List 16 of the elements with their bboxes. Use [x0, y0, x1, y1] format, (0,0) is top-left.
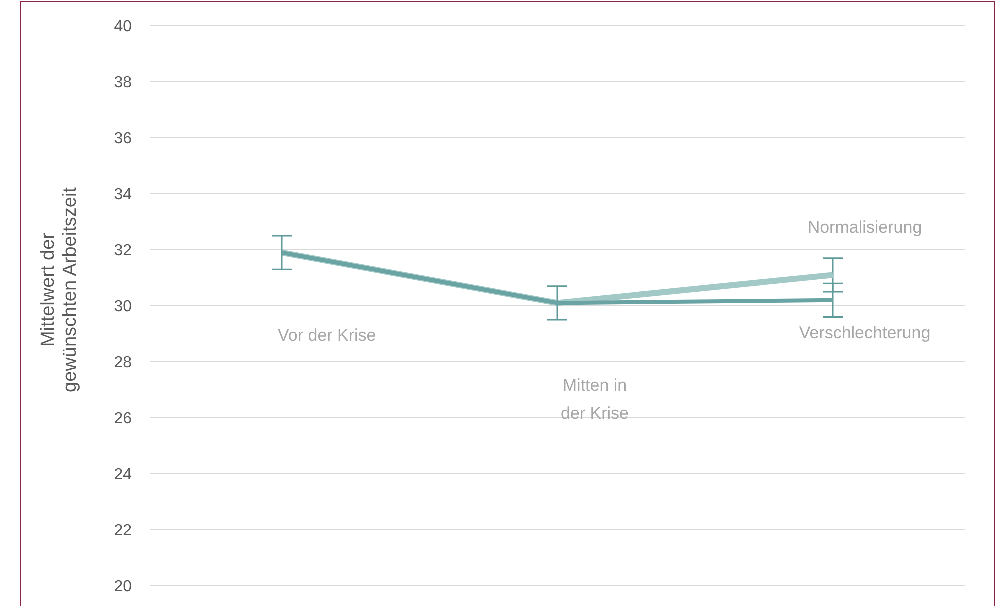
- y-tick-label: 34: [114, 186, 132, 204]
- annotation: Vor der Krise: [278, 325, 378, 347]
- y-tick-label: 38: [114, 74, 132, 92]
- annotation: Mitten in der Krise: [560, 375, 630, 425]
- y-tick-label: 28: [114, 354, 132, 372]
- y-tick-label: 36: [114, 130, 132, 148]
- y-tick-label: 32: [114, 242, 132, 260]
- series-label: Verschlechterung: [799, 323, 931, 342]
- y-tick-label: 22: [114, 522, 132, 540]
- y-tick-label: 26: [114, 410, 132, 428]
- y-tick-label: 30: [114, 298, 132, 316]
- y-tick-label: 20: [114, 578, 132, 596]
- text: Normalisierung: [808, 218, 922, 238]
- y-tick-label: 24: [114, 466, 132, 484]
- y-axis-title: Mittelwert der gewünschten Arbeitszeit: [38, 186, 82, 394]
- y-tick-label: 40: [114, 18, 132, 36]
